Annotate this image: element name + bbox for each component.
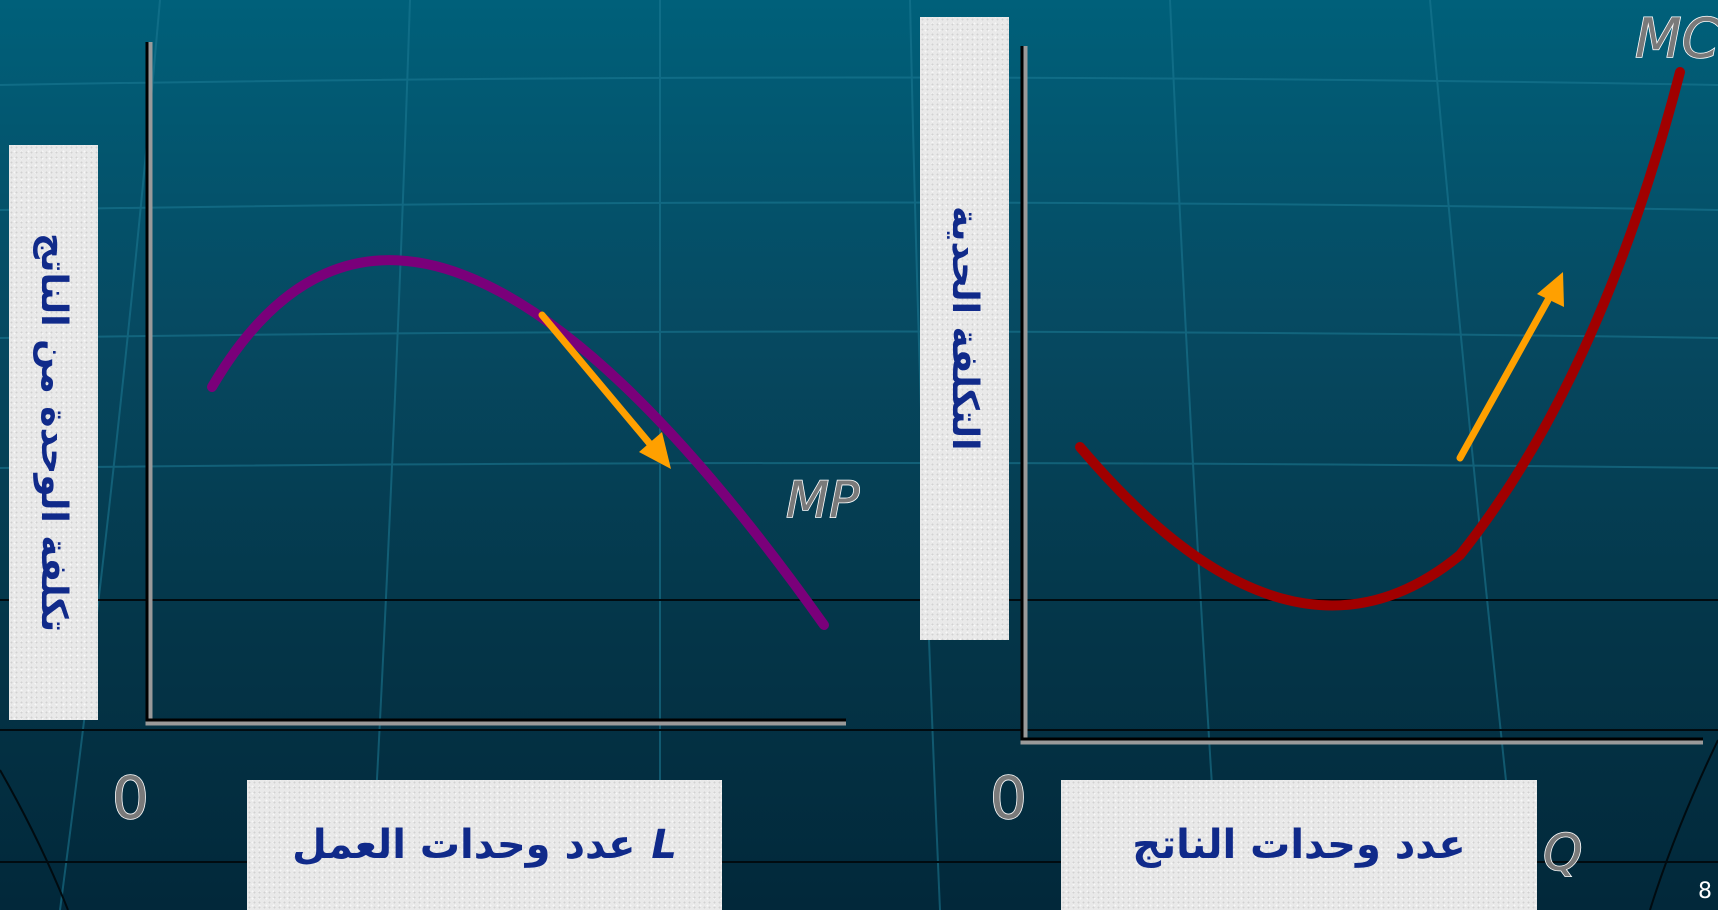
mp-down-arrow <box>538 311 671 469</box>
mp-curve <box>207 255 829 630</box>
l-axis-symbol: L <box>651 822 677 868</box>
left-x-axis-label-box: عدد وحدات العمل L <box>247 780 722 910</box>
page-number: 8 <box>1698 879 1712 904</box>
mc-up-arrow <box>1456 272 1564 462</box>
mc-curve-label: MC <box>1635 7 1718 70</box>
left-origin-label: 0 <box>112 764 149 832</box>
left-axes <box>145 42 846 726</box>
mc-curve <box>1075 67 1685 611</box>
right-origin-label: 0 <box>990 764 1027 832</box>
left-y-axis-label: تكلفة الوحدة من الناتج <box>33 232 74 633</box>
left-x-axis-label: عدد وحدات العمل <box>292 822 636 868</box>
right-y-axis-label: التكلفة الحدية <box>944 206 985 451</box>
right-x-axis-label-box: عدد وحدات الناتج <box>1061 780 1537 910</box>
mp-curve-label: MP <box>786 471 860 529</box>
left-y-axis-label-box: تكلفة الوحدة من الناتج <box>9 145 98 720</box>
q-axis-symbol: Q <box>1543 824 1582 882</box>
right-x-axis-label: عدد وحدات الناتج <box>1132 822 1466 868</box>
right-axes <box>1020 46 1703 745</box>
right-y-axis-label-box: التكلفة الحدية <box>920 17 1009 640</box>
